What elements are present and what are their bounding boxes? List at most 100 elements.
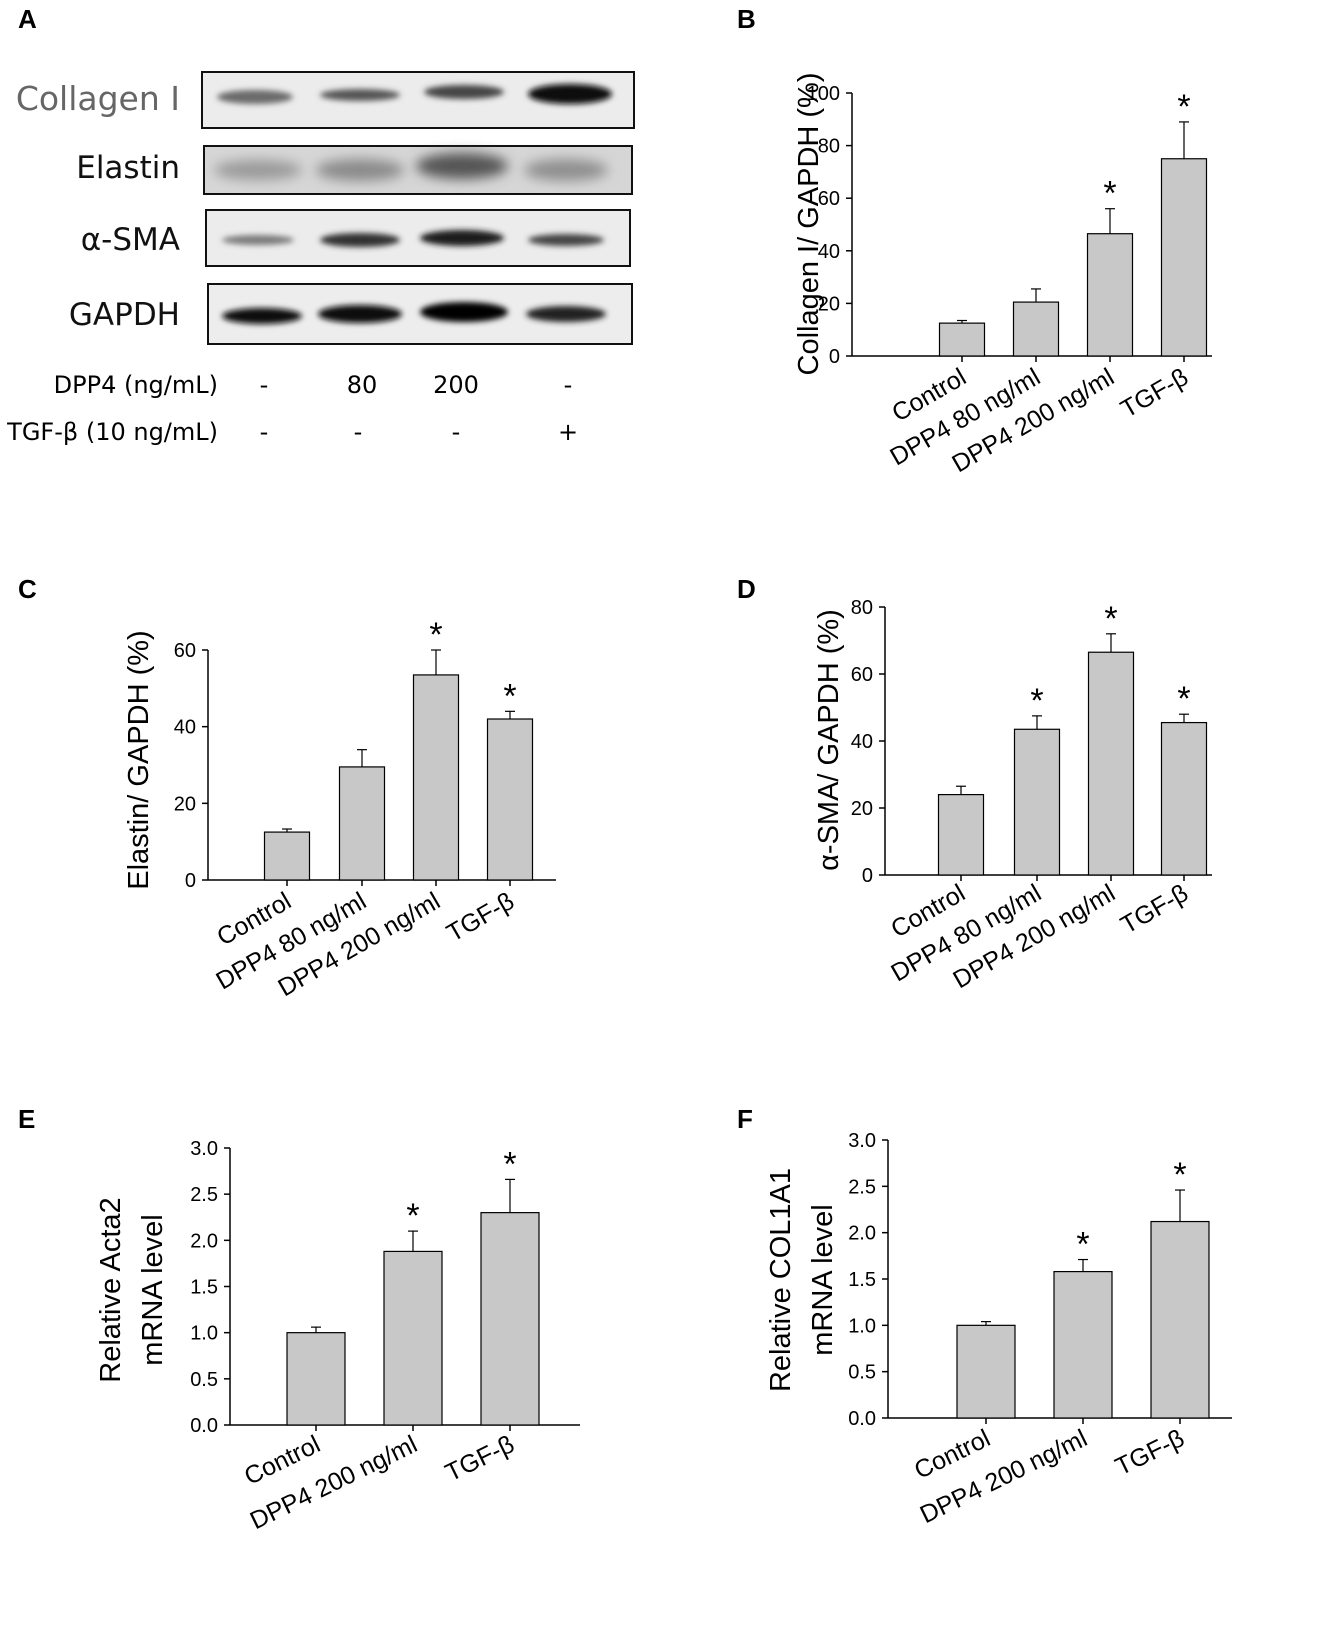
x-category-label: DPP4 80 ng/ml	[886, 879, 1046, 987]
bar	[938, 322, 986, 357]
blot-label-elastin: Elastin	[76, 150, 180, 186]
y-tick-label: 80	[818, 136, 840, 158]
y-tick-label: 80	[851, 597, 873, 619]
panel-letter: C	[18, 574, 37, 604]
tgfb-value: -	[452, 418, 461, 446]
y-tick-label: 2.5	[848, 1176, 876, 1198]
bar	[1086, 233, 1134, 357]
bar	[1160, 158, 1208, 357]
significance-marker: *	[503, 677, 516, 715]
bar	[937, 793, 985, 876]
y-tick-label: 1.5	[848, 1269, 876, 1291]
y-tick-label: 20	[174, 793, 196, 815]
significance-marker: *	[1030, 682, 1043, 720]
y-tick-label: 1.0	[848, 1315, 876, 1337]
bar	[1053, 1270, 1113, 1419]
x-category-label: DPP4 200 ng/ml	[273, 887, 445, 1002]
bar	[263, 831, 311, 881]
x-category-label: Control	[886, 879, 970, 944]
bar	[412, 674, 460, 881]
x-category-label: DPP4 80 ng/ml	[211, 887, 371, 995]
bar	[480, 1212, 540, 1426]
x-category-label: DPP4 200 ng/ml	[948, 879, 1120, 994]
y-tick-label: 0	[829, 346, 840, 368]
y-tick-label: 0	[862, 865, 873, 887]
y-axis-label: α-SMA/ GAPDH (%)	[813, 609, 845, 871]
y-axis-label: mRNA level	[807, 1204, 839, 1356]
blot-label-asma: α-SMA	[81, 222, 180, 258]
x-category-label: TGF-β	[441, 1430, 519, 1487]
condition-values-dpp4: - 80 200 -	[260, 371, 573, 399]
y-axis-label: Relative Acta2	[95, 1197, 127, 1382]
x-category-label: Control	[887, 363, 971, 428]
x-category-label: Control	[910, 1424, 995, 1484]
y-tick-label: 60	[174, 640, 196, 662]
y-tick-label: 60	[818, 188, 840, 210]
y-tick-label: 0.5	[848, 1362, 876, 1384]
y-tick-label: 1.5	[190, 1277, 218, 1299]
bar	[956, 1324, 1016, 1419]
y-tick-label: 20	[851, 798, 873, 820]
significance-marker: *	[1103, 175, 1116, 213]
y-tick-label: 0	[185, 870, 196, 892]
x-category-label: Control	[212, 887, 296, 952]
dpp4-value: -	[260, 371, 269, 399]
y-tick-label: 2.5	[190, 1184, 218, 1206]
significance-marker: *	[1076, 1226, 1089, 1264]
condition-values-tgfb: - - - +	[260, 418, 578, 446]
condition-label-dpp4: DPP4 (ng/mL)	[54, 371, 218, 399]
blot-strip-asma	[205, 209, 631, 267]
bar	[286, 1332, 346, 1426]
panel-letter-a: A	[18, 4, 37, 34]
y-tick-label: 20	[818, 293, 840, 315]
panel-a-western-blot: A Collagen I Elastin α-SMA GAPDH	[6, 4, 635, 446]
x-category-label: DPP4 200 ng/ml	[916, 1424, 1092, 1529]
tgfb-value: +	[558, 418, 578, 446]
significance-marker: *	[1104, 600, 1117, 638]
y-axis-label: Relative COL1A1	[765, 1168, 797, 1392]
dpp4-value: 200	[433, 371, 479, 399]
y-tick-label: 60	[851, 664, 873, 686]
y-tick-label: 40	[174, 717, 196, 739]
bar	[1013, 728, 1061, 876]
dpp4-value: -	[564, 371, 573, 399]
dpp4-value: 80	[347, 371, 378, 399]
y-tick-label: 0.0	[848, 1408, 876, 1430]
blot-strip-collagen	[201, 71, 635, 129]
x-category-label: DPP4 80 ng/ml	[885, 363, 1045, 471]
bar	[1012, 301, 1060, 357]
y-tick-label: 2.0	[190, 1230, 218, 1252]
significance-marker: *	[1177, 680, 1190, 718]
x-category-label: TGF-β	[442, 887, 519, 948]
y-tick-label: 0.0	[190, 1415, 218, 1437]
y-tick-label: 100	[807, 83, 840, 105]
condition-label-tgfb: TGF-β (10 ng/mL)	[6, 418, 218, 446]
y-tick-label: 0.5	[190, 1369, 218, 1391]
x-category-label: TGF-β	[1116, 879, 1193, 940]
blot-strip-gapdh	[207, 283, 633, 345]
significance-marker: *	[1177, 88, 1190, 126]
x-category-label: TGF-β	[1116, 363, 1193, 424]
panel-letter: F	[737, 1104, 753, 1134]
panel-letter: D	[737, 574, 756, 604]
y-tick-label: 3.0	[848, 1130, 876, 1152]
significance-marker: *	[406, 1197, 419, 1235]
panel-letter: E	[18, 1104, 35, 1134]
bar	[338, 766, 386, 881]
y-tick-label: 2.0	[848, 1223, 876, 1245]
x-category-label: DPP4 200 ng/ml	[246, 1430, 422, 1535]
bar	[1087, 651, 1135, 876]
y-tick-label: 40	[851, 731, 873, 753]
significance-marker: *	[429, 616, 442, 654]
x-category-label: TGF-β	[1111, 1424, 1189, 1481]
bar	[1150, 1220, 1210, 1419]
significance-marker: *	[503, 1145, 516, 1183]
blot-strip-elastin	[203, 145, 633, 195]
x-category-label: DPP4 200 ng/ml	[947, 363, 1119, 478]
tgfb-value: -	[354, 418, 363, 446]
y-tick-label: 1.0	[190, 1323, 218, 1345]
significance-marker: *	[1173, 1156, 1186, 1194]
blot-label-gapdh: GAPDH	[69, 297, 180, 333]
y-axis-label: mRNA level	[137, 1214, 169, 1366]
blot-label-collagen: Collagen I	[16, 79, 180, 118]
